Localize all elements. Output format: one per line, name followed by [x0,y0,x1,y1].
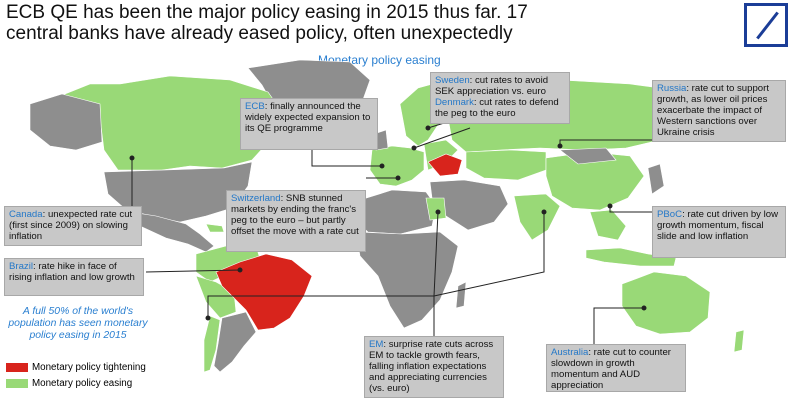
legend-easing-swatch [6,379,28,388]
region-new-zealand [733,329,745,353]
switzerland-text: : SNB stunned markets by ending the fran… [231,193,359,237]
leader-em-3 [433,211,439,297]
annotation-sweden-denmark: Sweden: cut rates to avoid SEK appreciat… [430,72,570,124]
leader-australia [593,307,644,344]
ecb-text: : finally announced the widely expected … [245,101,371,134]
pboc-label: PBoC [657,209,683,220]
annotation-australia: Australia: rate cut to counter slowdown … [546,344,686,392]
leader-sweden-dot [425,125,431,131]
switzerland-label: Switzerland [231,193,281,204]
population-note: A full 50% of the world's population has… [8,306,148,341]
brazil-label: Brazil [9,261,33,272]
title-line-2: central banks have already eased policy,… [6,23,513,44]
ecb-label: ECB [245,101,265,112]
region-egypt [425,197,447,221]
annotation-canada: Canada: unexpected rate cut (first since… [4,206,142,246]
annotation-switzerland: Switzerland: SNB stunned markets by endi… [226,190,366,252]
leader-denmark-dot [411,145,417,151]
region-japan [647,163,665,195]
pboc-text: : rate cut driven by low growth momentum… [657,209,779,242]
leader-pboc [609,206,652,213]
region-ukraine [427,153,463,177]
title-line-1: ECB QE has been the major policy easing … [6,2,528,23]
leader-pboc-dot [607,203,613,209]
annotation-russia: Russia: rate cut to support growth, as l… [652,80,786,142]
legend-tightening-label: Monetary policy tightening [32,362,146,373]
region-africa [355,231,459,329]
bank-logo [744,3,788,47]
leader-australia-dot [641,305,647,311]
leader-em-1 [207,295,435,336]
leader-brazil-dot [237,267,243,273]
leader-em-dot-2 [541,209,547,215]
leader-em-2 [433,212,545,297]
region-caribbean [205,223,225,233]
annotation-ecb: ECB: finally announced the widely expect… [240,98,378,150]
em-text: : surprise rate cuts across EM to tackle… [369,339,494,394]
region-mexico [117,209,215,253]
leader-ecb [311,150,382,167]
region-argentina [213,311,257,373]
annotation-em: EM: surprise rate cuts across EM to tack… [364,336,504,398]
leader-switzerland-dot [395,175,401,181]
em-label: EM [369,339,384,350]
region-peru-bolivia [195,275,237,319]
region-southeast-asia [589,209,627,241]
canada-label: Canada [9,209,43,220]
region-madagascar [455,281,467,309]
region-india [513,193,561,241]
leader-russia-dot [557,143,563,149]
region-indonesia [585,247,677,267]
region-western-europe [369,145,425,187]
sweden-text: : cut rates to avoid SEK appreciation vs… [435,75,549,97]
leader-brazil [145,269,241,273]
sweden-label: Sweden [435,75,470,86]
brazil-text: : rate hike in face of rising inflation … [9,261,135,283]
leader-denmark [413,127,471,149]
annotation-brazil: Brazil: rate hike in face of rising infl… [4,258,144,296]
region-alaska [29,93,103,151]
denmark-text: : cut rates to defend the peg to the eur… [435,97,559,119]
russia-text: : rate cut to support growth, as lower o… [657,83,769,138]
australia-text: : rate cut to counter slowdown in growth… [551,347,671,391]
annotation-pboc: PBoC: rate cut driven by low growth mome… [652,206,786,258]
region-chile [203,315,221,373]
region-mongolia [559,147,617,165]
region-australia [621,271,711,335]
canada-text: : unexpected rate cut (first since 2009)… [9,209,133,242]
leader-em-dot-3 [435,209,441,215]
region-central-asia [465,149,547,181]
legend-easing-label: Monetary policy easing [32,378,133,389]
russia-label: Russia [657,83,687,94]
leader-em-dot-1 [205,315,211,321]
leader-canada-dot [129,155,135,161]
denmark-label: Denmark [435,97,474,108]
leader-ecb-dot [379,163,385,169]
australia-label: Australia [551,347,589,358]
legend-tightening-swatch [6,363,28,372]
page-title: ECB QE has been the major policy easing … [6,2,706,44]
